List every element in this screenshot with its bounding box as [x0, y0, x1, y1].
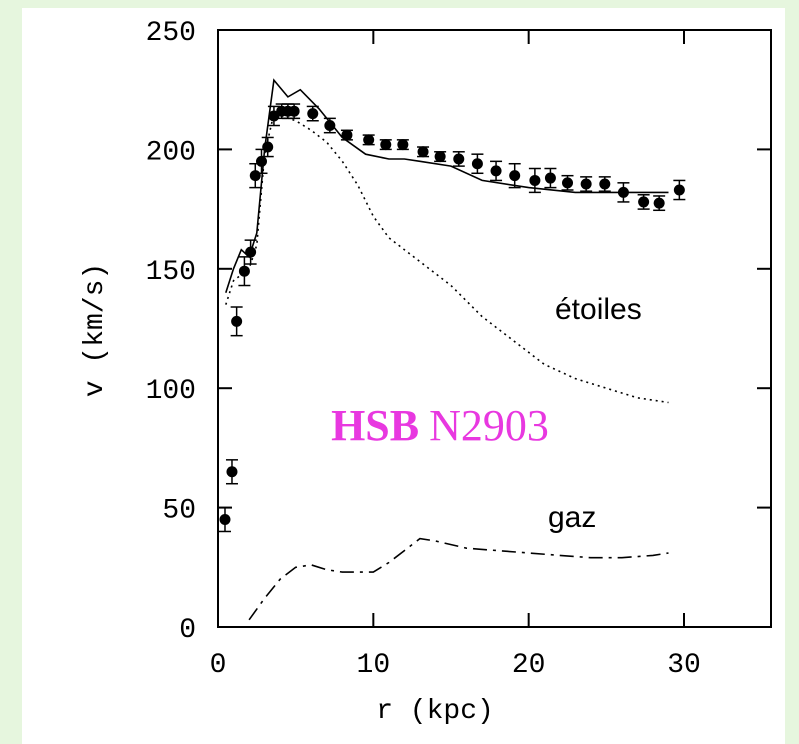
data-point	[307, 108, 319, 120]
data-point	[397, 139, 409, 151]
data-point	[453, 153, 465, 165]
data-point	[580, 178, 592, 190]
x-tick-label: 0	[210, 650, 227, 681]
x-tick-label: 10	[357, 650, 391, 681]
data-point	[653, 197, 665, 209]
y-tick-label: 200	[146, 137, 196, 168]
data-point	[638, 196, 650, 208]
data-point	[509, 170, 521, 182]
annotation: HSB N2903	[331, 401, 549, 450]
data-point	[219, 514, 231, 526]
data-point	[380, 139, 392, 151]
y-tick-label: 150	[146, 257, 196, 288]
data-point	[471, 158, 483, 170]
data-point	[490, 165, 502, 177]
data-point	[544, 172, 556, 184]
data-point	[529, 174, 541, 186]
y-tick-label: 100	[146, 376, 196, 407]
data-point	[341, 129, 353, 141]
panel	[22, 8, 785, 744]
data-point	[599, 178, 611, 190]
curve	[248, 537, 669, 621]
data-point	[226, 466, 238, 478]
x-axis-label: r (kpc)	[376, 696, 494, 727]
data-point	[417, 146, 429, 158]
annotation-part: HSB	[331, 401, 419, 450]
annotation: étoiles	[555, 293, 642, 326]
data-point	[288, 105, 300, 117]
annotation-part: N2903	[429, 401, 549, 450]
data-point	[673, 184, 685, 196]
annotation: gaz	[548, 501, 596, 534]
x-tick-label: 30	[667, 650, 701, 681]
data-point	[434, 151, 446, 163]
x-tick-label: 20	[512, 650, 546, 681]
curve	[225, 112, 669, 404]
y-axis-label: v (km/s)	[80, 263, 111, 397]
curve	[225, 78, 669, 293]
y-tick-label: 0	[179, 615, 196, 646]
data-point	[363, 134, 375, 146]
data-point	[255, 155, 267, 167]
data-point	[324, 120, 336, 132]
data-point	[249, 170, 261, 182]
y-tick-label: 50	[162, 496, 196, 527]
y-tick-label: 250	[146, 18, 196, 49]
data-point	[562, 177, 574, 189]
data-point	[238, 265, 250, 277]
frame	[217, 29, 772, 628]
data-point	[231, 315, 243, 327]
